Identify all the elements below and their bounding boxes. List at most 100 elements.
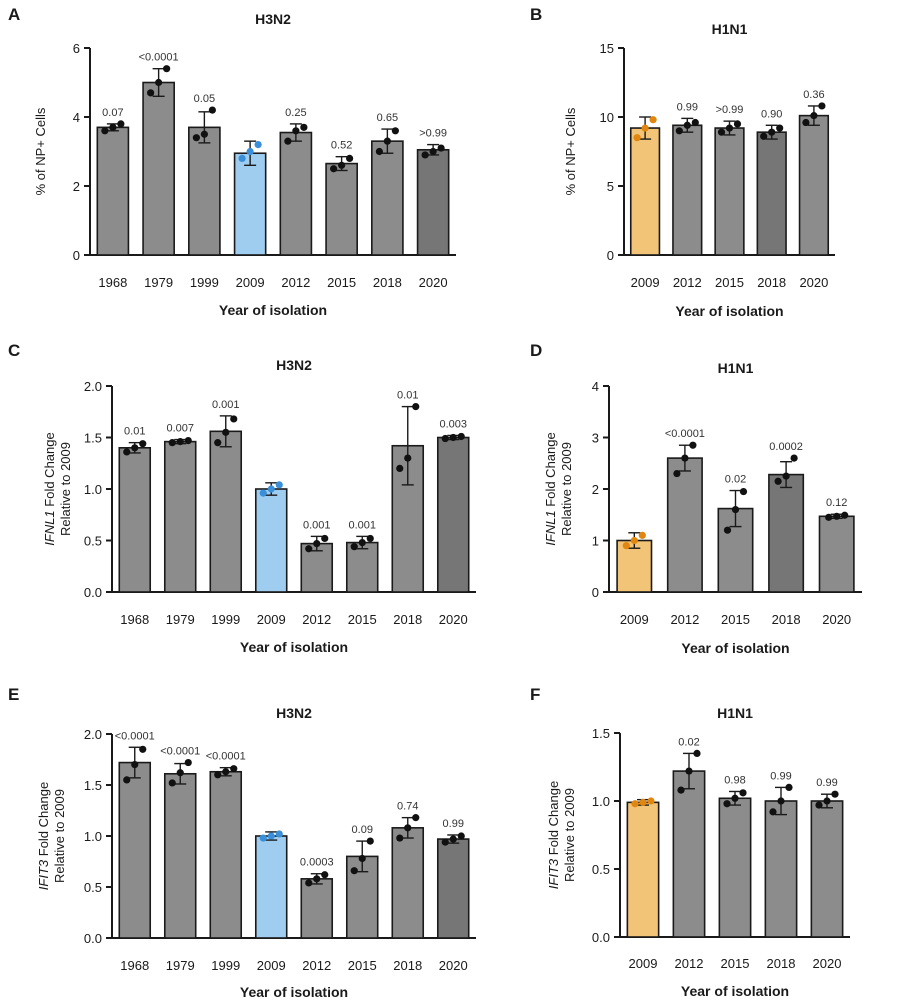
y-axis-label-line: Relative to 2009 [58,442,73,536]
bar [254,488,288,593]
p-value-label: <0.0001 [160,746,200,758]
y-tick-label: 0.0 [84,931,102,946]
data-point [275,830,283,838]
panel-d: D H1N1 0 1 2 3 4 2009 <0.0001 2012 0.02 2015 0.0002 2… [530,341,862,656]
bar [96,126,130,256]
data-point [802,118,810,127]
bar [163,440,197,593]
chart-title: H1N1 [712,21,748,37]
data-point [815,801,823,809]
x-tick-label: 2020 [439,958,468,973]
x-tick-label: 1968 [98,275,127,290]
y-tick-label: 1.5 [592,726,610,741]
y-tick-label: 1.5 [84,431,102,446]
panel-letter: E [8,685,19,704]
data-point [396,834,404,842]
p-value-label: 0.09 [352,824,373,836]
y-axis-label: % of NP+ Cells [563,107,578,195]
bar [325,162,358,256]
data-point [774,477,782,485]
data-point [437,144,445,152]
data-point [214,771,222,779]
data-point [639,798,647,806]
data-point [346,154,354,162]
data-point [200,130,208,138]
data-point [739,487,748,496]
p-value-label: 0.05 [194,93,215,105]
data-point [192,134,200,142]
p-value-label: 0.07 [102,107,123,119]
data-point [691,118,699,127]
data-point [731,794,739,802]
bar [300,542,334,593]
data-point [131,761,139,769]
p-value-label: 0.36 [803,89,824,101]
data-point [375,147,383,156]
x-tick-label: 2009 [257,612,286,627]
panel-b: B H1N1 0 5 10 15 2009 0.99 2012 >0.99 2015 0.90 2018… [530,5,835,319]
panel-f: F H1N1 0.0 0.5 1.0 1.5 2009 0.02 2012 0.98 2015 0.9… [530,685,850,999]
x-tick-label: 1979 [166,612,195,627]
x-axis-label: Year of isolation [675,303,783,319]
y-axis-label: IFIT3 Fold ChangeRelative to 2009 [36,782,67,890]
x-tick-label: 1968 [120,612,149,627]
data-point [284,137,292,145]
data-point [777,797,785,805]
y-tick-label: 0.0 [592,930,610,945]
data-point [300,123,308,131]
p-value-label: 0.007 [166,423,194,435]
p-value-label: 0.001 [212,399,240,411]
data-point [259,489,267,497]
data-point [823,797,831,805]
p-value-label: <0.0001 [206,751,246,763]
data-point [683,121,691,129]
data-point [238,154,246,162]
y-axis-label: IFNL1 Fold ChangeRelative to 2009 [543,432,574,545]
y-axis-gene-name: IFNL1 [42,510,57,545]
data-point [230,415,238,423]
data-point [330,165,338,173]
x-tick-label: 1999 [211,612,240,627]
p-value-label: 0.01 [397,390,418,402]
x-axis-label: Year of isolation [681,983,789,999]
data-point [230,765,238,773]
data-point [790,454,798,462]
data-point [739,789,747,797]
chart-title: H3N2 [276,705,312,721]
x-tick-label: 2015 [721,956,750,971]
y-axis-label: IFIT3 Fold ChangeRelative to 2009 [546,781,577,889]
data-point [184,436,192,445]
y-tick-label: 1 [592,534,599,549]
x-tick-label: 2018 [393,958,422,973]
data-point [723,526,732,534]
y-axis-label-line: % of NP+ Cells [563,107,578,195]
bar [345,541,379,593]
data-point [449,835,457,843]
data-point [358,854,366,863]
x-tick-label: 2012 [281,275,310,290]
x-tick-label: 2015 [348,612,377,627]
x-tick-label: 1979 [144,275,173,290]
data-point [396,464,404,472]
data-point [366,534,374,543]
p-value-label: 0.001 [303,519,331,531]
x-tick-label: 2020 [813,956,842,971]
y-axis-label-line: IFIT3 Fold Change [36,782,51,890]
x-tick-label: 2018 [757,275,786,290]
x-tick-label: 2009 [631,275,660,290]
x-tick-label: 2020 [799,275,828,290]
data-point [404,824,412,832]
data-point [313,875,321,883]
data-point [449,433,457,442]
bar [756,131,787,256]
data-point [633,134,641,142]
x-tick-label: 2009 [257,958,286,973]
bar [416,148,450,256]
x-tick-label: 2020 [439,612,468,627]
y-axis-label-line: IFIT3 Fold Change [546,781,561,889]
data-point [267,832,275,840]
x-tick-label: 2009 [620,612,649,627]
x-tick-label: 2018 [767,956,796,971]
bar [629,127,661,256]
